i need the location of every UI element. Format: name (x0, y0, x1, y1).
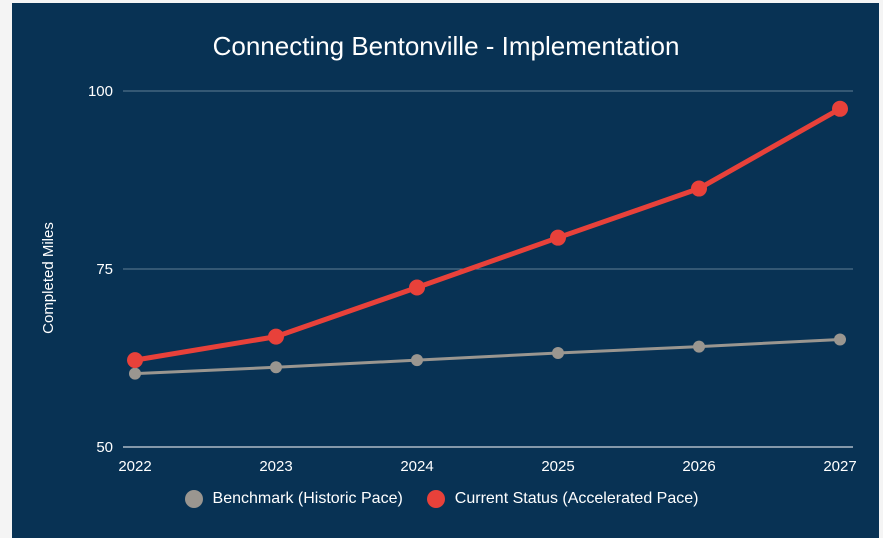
legend-label-benchmark: Benchmark (Historic Pace) (212, 490, 403, 507)
x-tick-label: 2025 (541, 458, 574, 475)
data-point-1-0 (127, 352, 143, 369)
chart-card (12, 3, 879, 538)
series-line-0 (134, 337, 841, 376)
chart-title: Connecting Bentonville - Implementation (213, 31, 680, 61)
x-tick-label: 2026 (682, 458, 715, 475)
x-tick-label: 2024 (400, 458, 433, 475)
legend-marker-benchmark (184, 490, 203, 508)
data-point-0-2 (411, 354, 423, 367)
legend-item-benchmark: Benchmark (Historic Pace) (184, 490, 403, 508)
legend-label-current: Current Status (Accelerated Pace) (454, 490, 699, 507)
data-point-1-1 (268, 328, 284, 345)
data-point-0-4 (693, 340, 705, 353)
legend-item-current: Current Status (Accelerated Pace) (426, 490, 699, 508)
x-tick-label: 2023 (259, 458, 292, 475)
legend-marker-current (426, 490, 445, 508)
data-point-0-1 (270, 361, 282, 374)
series-lines (127, 100, 848, 380)
data-point-0-0 (129, 367, 141, 380)
series-line-1 (134, 106, 842, 363)
data-point-0-3 (552, 347, 564, 360)
data-point-1-2 (409, 279, 425, 296)
x-tick-label: 2027 (823, 458, 856, 475)
axis-ticks: 50 75 100 2022 2023 2024 2025 2026 2027 (88, 83, 857, 475)
data-point-1-5 (832, 100, 848, 117)
x-tick-label: 2022 (118, 458, 151, 475)
data-point-0-5 (834, 333, 846, 346)
y-tick-label: 100 (88, 83, 113, 100)
y-tick-label: 75 (96, 261, 113, 278)
legend: Benchmark (Historic Pace) Current Status… (0, 490, 883, 508)
data-point-1-3 (550, 229, 566, 246)
y-tick-label: 50 (96, 439, 113, 456)
data-point-1-4 (691, 180, 707, 197)
y-axis-label: Completed Miles (40, 222, 57, 334)
grid-lines (123, 90, 853, 448)
